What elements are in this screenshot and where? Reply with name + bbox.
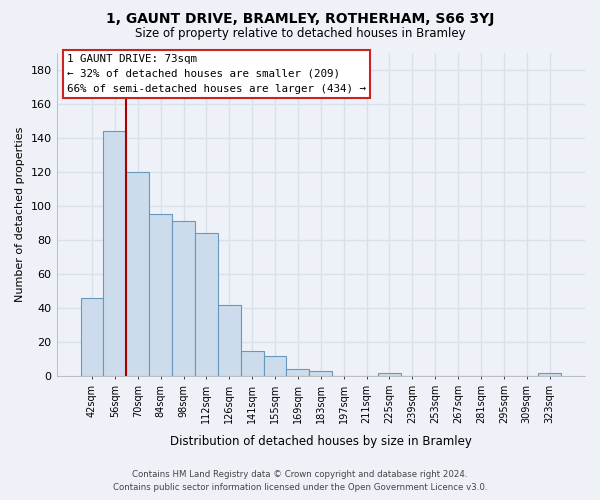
Y-axis label: Number of detached properties: Number of detached properties [15, 126, 25, 302]
Bar [378, 373, 401, 376]
X-axis label: Distribution of detached houses by size in Bramley: Distribution of detached houses by size … [170, 434, 472, 448]
Bar [127, 172, 149, 376]
Bar [538, 373, 561, 376]
Bar [218, 304, 241, 376]
Bar [149, 214, 172, 376]
Bar [241, 350, 263, 376]
Bar [80, 298, 103, 376]
Bar [263, 356, 286, 376]
Text: 1, GAUNT DRIVE, BRAMLEY, ROTHERHAM, S66 3YJ: 1, GAUNT DRIVE, BRAMLEY, ROTHERHAM, S66 … [106, 12, 494, 26]
Bar [195, 233, 218, 376]
Bar [103, 131, 127, 376]
Text: Contains HM Land Registry data © Crown copyright and database right 2024.
Contai: Contains HM Land Registry data © Crown c… [113, 470, 487, 492]
Text: Size of property relative to detached houses in Bramley: Size of property relative to detached ho… [134, 28, 466, 40]
Text: 1 GAUNT DRIVE: 73sqm
← 32% of detached houses are smaller (209)
66% of semi-deta: 1 GAUNT DRIVE: 73sqm ← 32% of detached h… [67, 54, 366, 94]
Bar [310, 371, 332, 376]
Bar [286, 370, 310, 376]
Bar [172, 221, 195, 376]
